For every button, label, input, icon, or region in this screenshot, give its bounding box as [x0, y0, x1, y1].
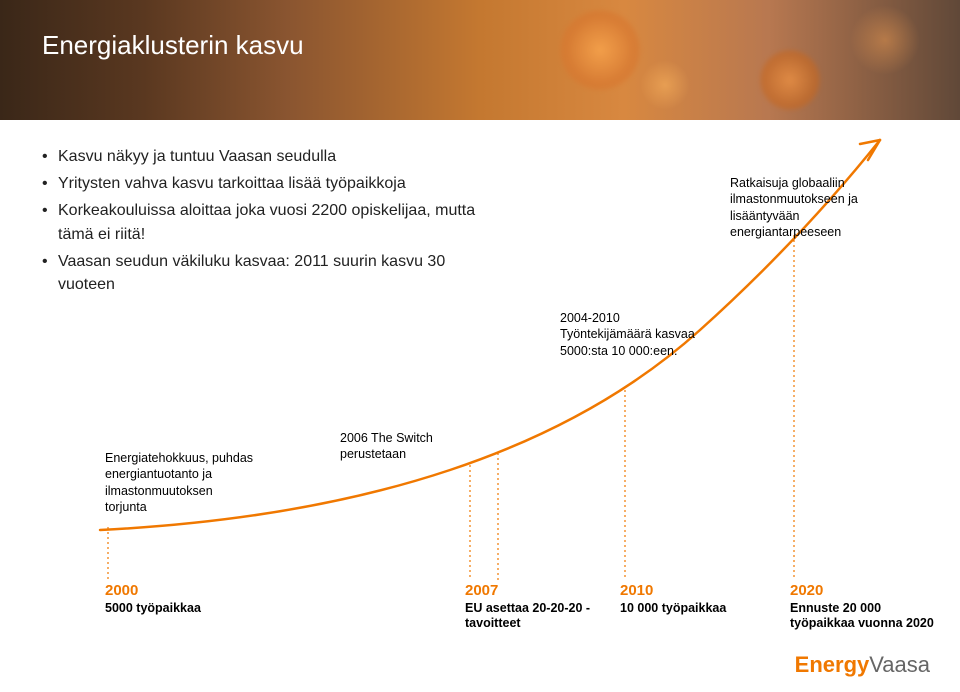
chart-annotation: 2004-2010 Työntekijämäärä kasvaa 5000:st…: [560, 310, 710, 359]
milestone-text: EU asettaa 20-20-20 -tavoitteet: [465, 601, 615, 631]
milestone-text: Ennuste 20 000 työpaikkaa vuonna 2020: [790, 601, 940, 631]
logo-part1: Energy: [795, 652, 870, 677]
bokeh-blur: [640, 60, 690, 110]
bokeh-blur: [850, 5, 920, 75]
chart-annotation: 2006 The Switch perustetaan: [340, 430, 480, 463]
milestone-row: 2000 5000 työpaikkaa 2007 EU asettaa 20-20-…: [0, 582, 960, 652]
milestone-text: 5000 työpaikkaa: [105, 601, 255, 616]
chart-annotation: Energiatehokkuus, puhdas energiantuotant…: [105, 450, 255, 515]
growth-chart: Energiatehokkuus, puhdas energiantuotant…: [0, 120, 960, 590]
milestone: 2007 EU asettaa 20-20-20 -tavoitteet: [465, 582, 615, 652]
logo-part2: Vaasa: [869, 652, 930, 677]
milestone: 2010 10 000 työpaikkaa: [620, 582, 770, 652]
chart-annotation: Ratkaisuja globaaliin ilmastonmuutokseen…: [730, 175, 890, 240]
milestone-year: 2000: [105, 582, 255, 599]
milestone: 2020 Ennuste 20 000 työpaikkaa vuonna 202…: [790, 582, 940, 652]
page-title: Energiaklusterin kasvu: [42, 30, 304, 61]
hero-banner: Energiaklusterin kasvu: [0, 0, 960, 120]
milestone-text: 10 000 työpaikkaa: [620, 601, 770, 616]
milestone: 2000 5000 työpaikkaa: [105, 582, 255, 652]
milestone-year: 2007: [465, 582, 615, 599]
dotted-guides: [108, 235, 794, 580]
energyvaasa-logo: EnergyVaasa: [795, 652, 930, 678]
milestone-year: 2020: [790, 582, 940, 599]
arrow-icon: [860, 140, 880, 160]
milestone-year: 2010: [620, 582, 770, 599]
